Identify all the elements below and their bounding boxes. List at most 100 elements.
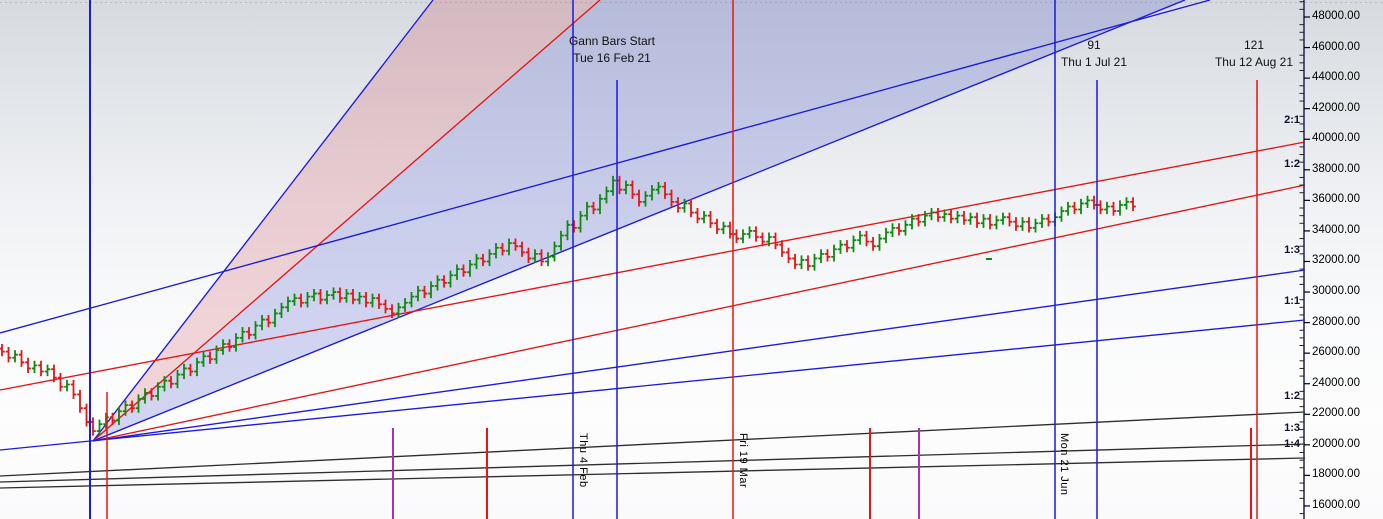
price-bar-down [70, 379, 77, 399]
price-bar-down [863, 230, 870, 247]
vertical-date-label: Thu 4 Feb [577, 433, 589, 488]
y-axis-label: 22000.00 [1312, 407, 1360, 420]
price-bar-down [207, 351, 213, 364]
price-bar-up [330, 287, 337, 300]
y-axis-label: 38000.00 [1312, 162, 1360, 175]
price-bar-up [720, 221, 727, 234]
price-bar-down [1013, 217, 1019, 231]
price-bar-up [1032, 218, 1039, 233]
gann-line[interactable] [0, 443, 1306, 483]
price-bar-down [337, 287, 343, 303]
price-bar-up [876, 233, 883, 251]
price-bar-down [421, 285, 428, 299]
gann-line[interactable] [92, 0, 434, 442]
price-bar-down [792, 253, 798, 270]
price-bar-down [662, 182, 668, 199]
price-bar-up [681, 198, 688, 213]
y-axis-label: 46000.00 [1312, 40, 1360, 53]
price-bar-up [194, 357, 200, 377]
price-bar-up [473, 253, 480, 270]
price-bar-up [213, 345, 220, 364]
price-bar-down [376, 293, 382, 309]
price-bar-down [77, 389, 83, 413]
price-bar-up [649, 185, 655, 201]
price-bar-up [909, 214, 915, 230]
price-bar-up [233, 333, 239, 352]
price-bar-down [753, 226, 759, 242]
gann-line[interactable] [0, 457, 1306, 489]
price-bar-down [1091, 195, 1097, 210]
bar-count-date: Thu 1 Jul 21 [1060, 55, 1128, 69]
price-bar-up [928, 208, 935, 221]
price-bar-up [467, 259, 473, 277]
y-axis-label: 20000.00 [1312, 437, 1360, 450]
price-bar-up [980, 214, 987, 228]
price-bar-down [51, 364, 57, 383]
price-bar-down [1071, 201, 1078, 215]
price-bar-down [824, 249, 831, 262]
gann-line[interactable] [92, 184, 1306, 442]
price-bar-down [499, 243, 506, 256]
price-bar-up [415, 285, 421, 302]
price-bar-up [311, 288, 317, 302]
price-bar-down [1026, 217, 1032, 233]
price-bar-up [259, 314, 265, 331]
price-bar-down [25, 357, 31, 374]
price-bar-up [603, 186, 610, 204]
price-bar-up [532, 249, 538, 264]
y-axis-label: 36000.00 [1312, 193, 1360, 206]
gann-line[interactable] [92, 269, 1306, 442]
price-bar-up [818, 249, 824, 264]
price-bar-down [948, 209, 954, 224]
price-bar-up [564, 220, 571, 241]
price-bar-up [922, 211, 928, 227]
price-bar-down [460, 264, 467, 277]
price-bar-up [220, 339, 226, 355]
y-axis-label: 48000.00 [1312, 10, 1360, 22]
ohlc-bars [0, 175, 1136, 436]
price-bar-up [558, 230, 564, 251]
bar-count-91-label: 91 Thu 1 Jul 21 [1061, 37, 1127, 71]
price-bar-down [265, 314, 272, 328]
price-bar-up [174, 369, 181, 389]
price-bar-down [935, 208, 941, 222]
price-bar-up [447, 270, 454, 288]
price-bar-up [993, 215, 1000, 230]
price-bar-up [1019, 217, 1026, 231]
gann-ratio-label: 1:2 [1284, 390, 1300, 402]
gann-line[interactable] [0, 411, 1306, 477]
price-bar-up [434, 275, 441, 291]
price-bar-up [577, 211, 584, 233]
price-bar-up [116, 406, 122, 425]
price-bar-up [122, 400, 129, 416]
price-bar-up [155, 382, 161, 401]
price-bar-up [506, 238, 512, 256]
price-bar-up [64, 379, 70, 392]
price-bar-up [291, 293, 298, 306]
gann-line[interactable] [0, 0, 1211, 334]
gann-line[interactable] [92, 0, 601, 442]
price-bar-up [1104, 201, 1110, 215]
price-bar-down [298, 293, 304, 308]
price-bar-up [1058, 206, 1065, 222]
price-bar-up [428, 281, 434, 299]
bar-count-number: 121 [1243, 38, 1265, 52]
price-bar-up [798, 255, 805, 270]
y-axis-label: 32000.00 [1312, 254, 1360, 267]
gann-line[interactable] [0, 319, 1306, 451]
price-bar-up [701, 211, 707, 224]
price-bar-down [168, 376, 174, 389]
gann-line[interactable] [92, 0, 1186, 442]
price-bar-down [733, 229, 740, 244]
price-bar-down [226, 339, 233, 352]
price-bar-up [1065, 201, 1071, 216]
price-bar-up [837, 240, 844, 254]
price-bar-down [688, 198, 694, 218]
price-bar-up [1000, 212, 1006, 225]
price-bar-down [0, 343, 5, 357]
price-bar-down [389, 304, 395, 319]
price-bar-up [356, 292, 363, 305]
gann-line[interactable] [0, 141, 1306, 391]
price-bar-up [493, 243, 499, 259]
